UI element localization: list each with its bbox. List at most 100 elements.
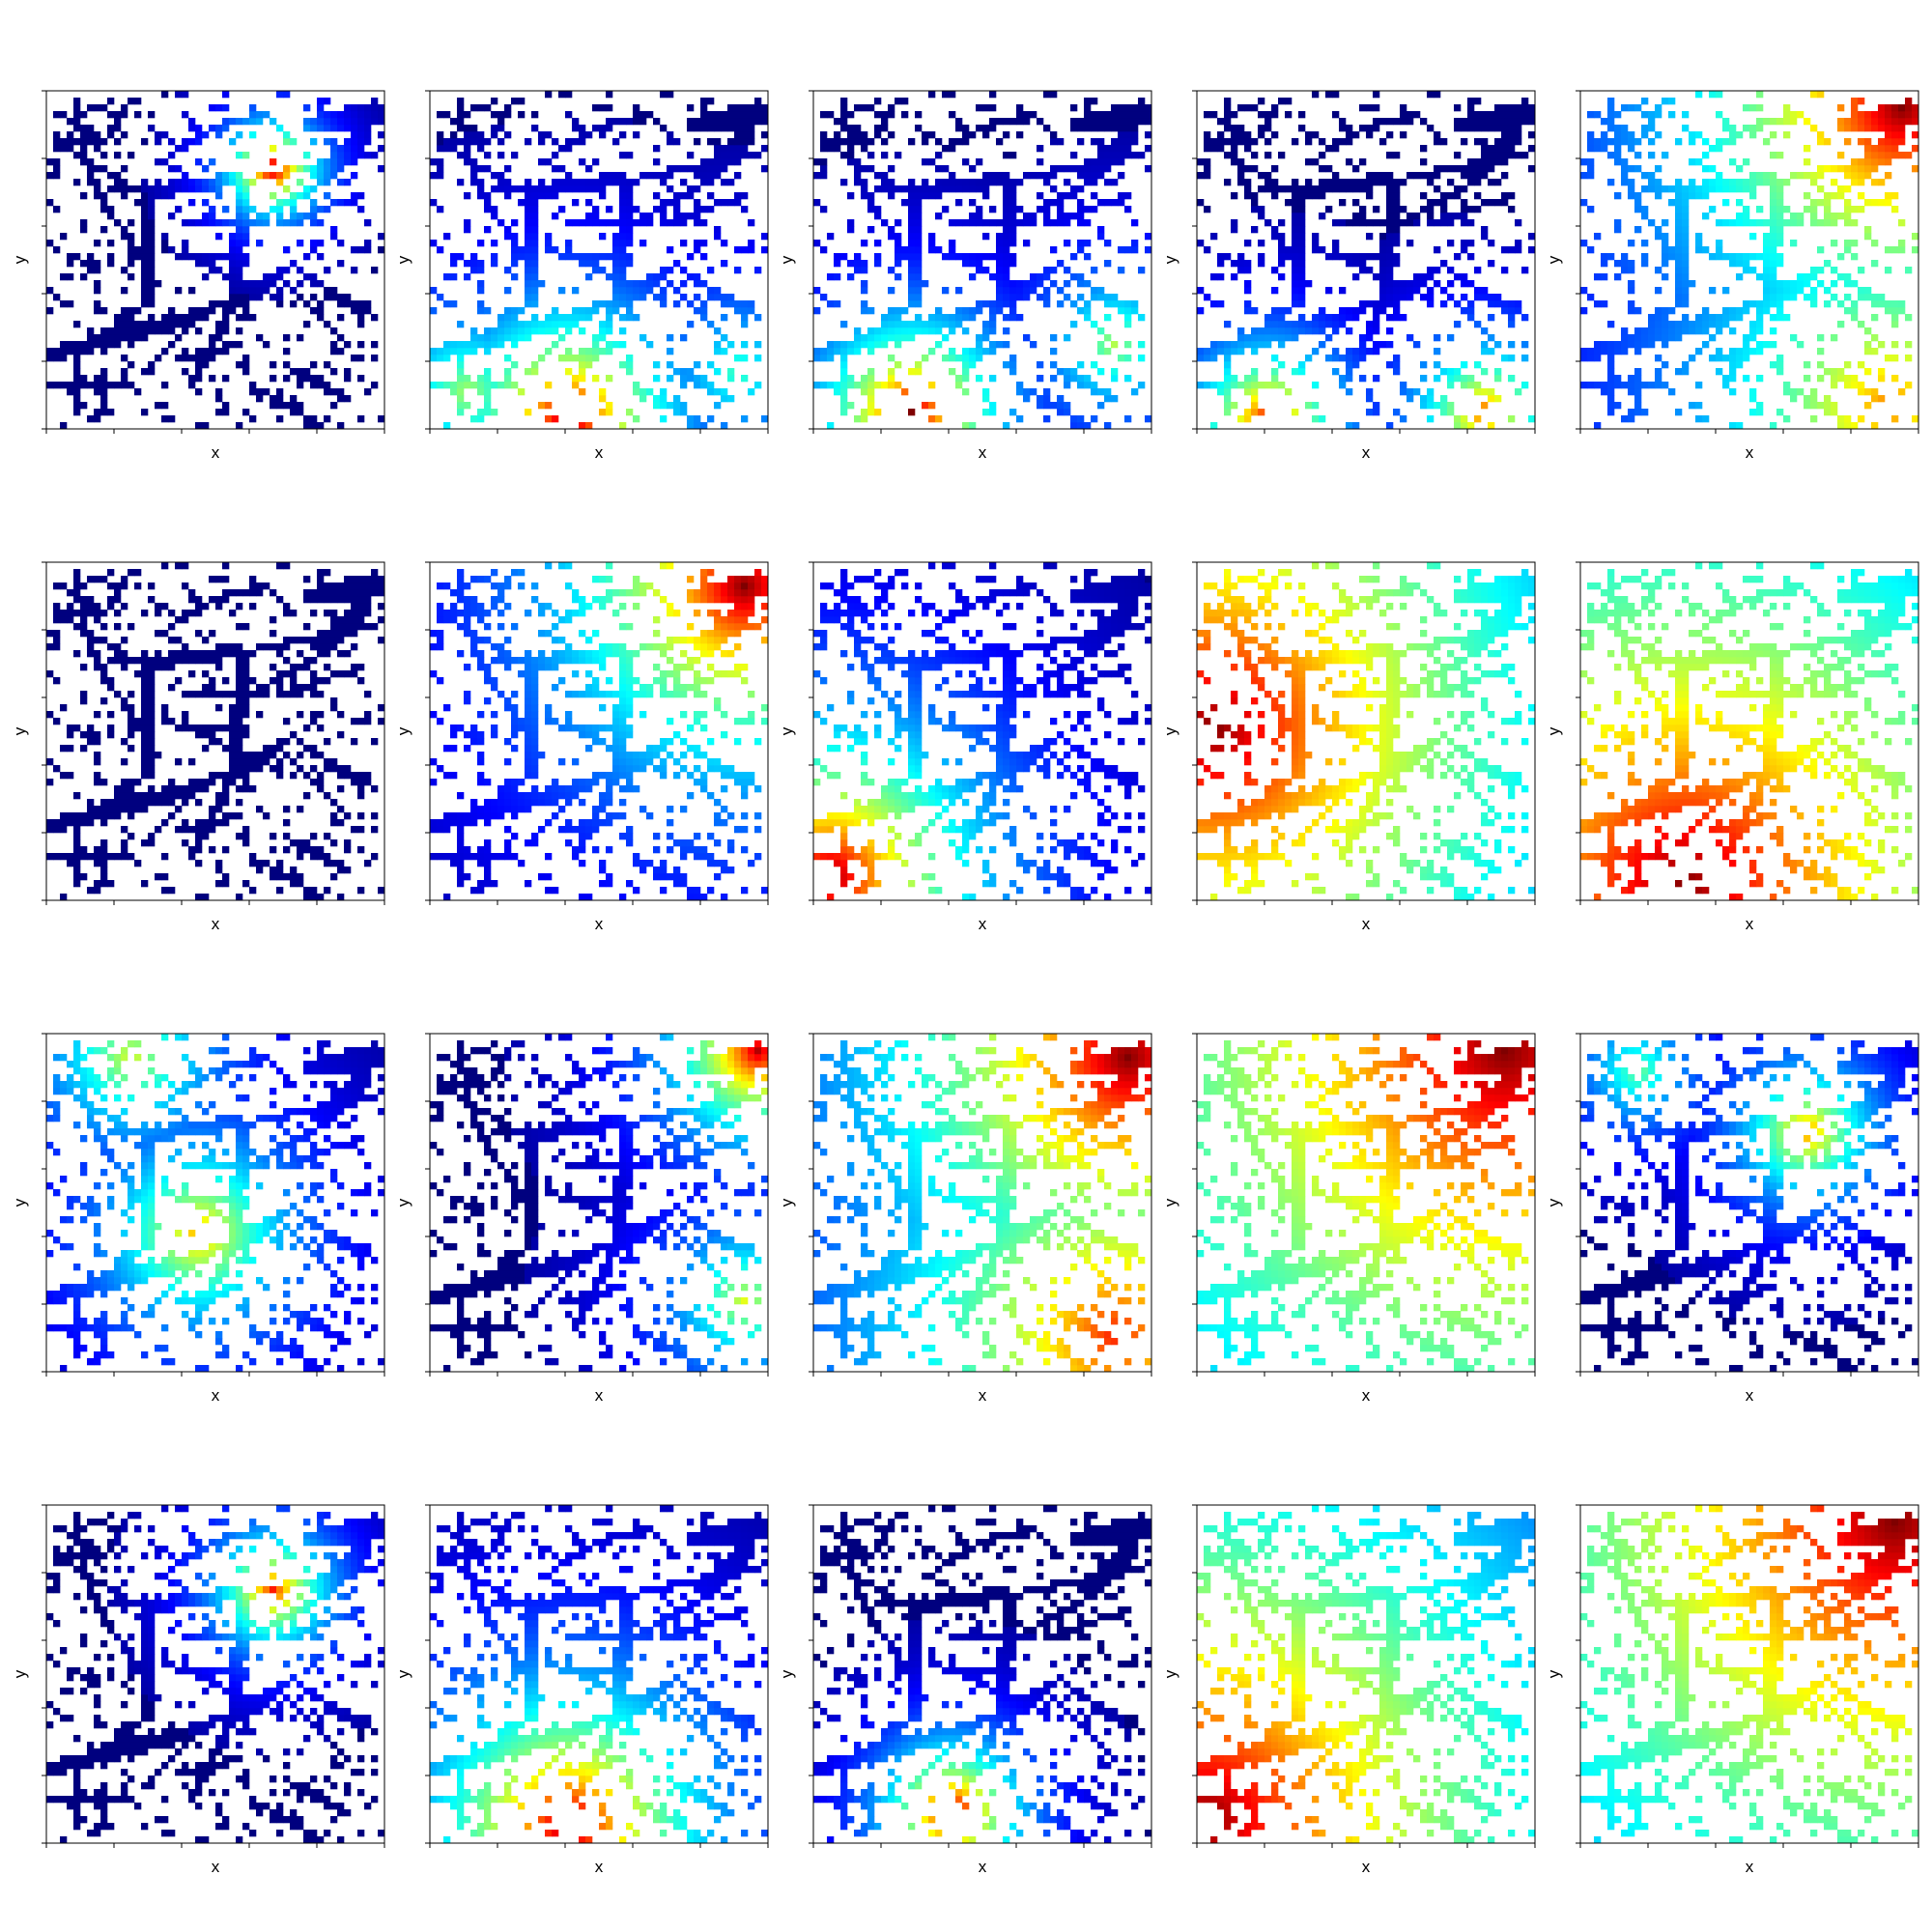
heatmap-cell — [1634, 104, 1642, 112]
plot-frame — [1196, 90, 1536, 430]
heatmap-cell — [1298, 273, 1306, 281]
heatmap-cell — [1379, 307, 1387, 315]
heatmap-cell — [236, 287, 243, 295]
heatmap-cell — [94, 341, 101, 349]
heatmap-cell — [1628, 382, 1635, 389]
heatmap-cell — [364, 152, 372, 159]
heatmap-cell — [504, 226, 512, 234]
heatmap-cell — [1319, 321, 1326, 328]
heatmap-cell — [202, 314, 210, 322]
heatmap-cell — [861, 192, 868, 200]
heatmap-cell — [1607, 321, 1615, 328]
heatmap-cell — [531, 267, 539, 274]
heatmap-cell — [1359, 104, 1367, 112]
heatmap-cell — [378, 165, 385, 173]
heatmap-cell — [330, 589, 338, 597]
heatmap-cell — [114, 650, 122, 658]
heatmap-cell — [1292, 138, 1299, 146]
heatmap-cell — [114, 314, 122, 322]
heatmap-cell — [1891, 415, 1899, 423]
heatmap-cell — [1776, 287, 1784, 295]
heatmap-cell — [1003, 287, 1010, 295]
heatmap-cell — [1817, 131, 1825, 139]
heatmap-cell — [114, 785, 122, 793]
heatmap-cell — [1231, 125, 1238, 132]
heatmap-cell — [148, 233, 156, 241]
heatmap-cell — [430, 348, 438, 355]
heatmap-cell — [1210, 422, 1218, 430]
heatmap-cell — [1325, 314, 1333, 322]
heatmap-cell — [209, 779, 216, 786]
heatmap-cell — [1023, 287, 1031, 295]
heatmap-cell — [148, 287, 156, 295]
heatmap-cell — [847, 125, 855, 132]
heatmap-cell — [707, 206, 715, 213]
heatmap-cell — [727, 138, 735, 146]
heatmap-cell — [1104, 179, 1112, 186]
heatmap-cell — [290, 260, 298, 268]
heatmap-cell — [491, 382, 498, 389]
heatmap-cell — [633, 314, 640, 322]
heatmap-cell — [1871, 294, 1879, 301]
heatmap-cell — [1420, 402, 1428, 410]
heatmap-cell — [46, 711, 54, 719]
heatmap-cell — [1763, 267, 1771, 274]
heatmap-cell — [229, 294, 237, 301]
heatmap-cell — [982, 125, 990, 132]
heatmap-cell — [1831, 382, 1838, 389]
heatmap-cell — [680, 334, 688, 342]
heatmap-cell — [330, 704, 338, 712]
heatmap-cell — [209, 219, 216, 227]
heatmap-cell — [141, 711, 149, 719]
heatmap-cell — [1891, 118, 1899, 126]
heatmap-cell — [168, 623, 176, 631]
heatmap-cell — [741, 314, 749, 322]
heatmap-cell — [242, 664, 250, 671]
heatmap-cell — [1885, 111, 1892, 119]
heatmap-cell — [707, 415, 715, 423]
heatmap-cell — [1628, 334, 1635, 342]
heatmap-cell — [484, 138, 492, 146]
heatmap-cell — [317, 206, 325, 213]
heatmap-cell — [1885, 145, 1892, 153]
heatmap-cell — [1366, 172, 1374, 180]
heatmap-cell — [100, 677, 108, 685]
heatmap-cell — [80, 219, 88, 227]
heatmap-cell — [1831, 165, 1838, 173]
heatmap-cell — [1844, 375, 1852, 383]
heatmap-cell — [324, 643, 331, 651]
heatmap-cell — [1770, 273, 1777, 281]
heatmap-cell — [1043, 219, 1051, 227]
heatmap-cell — [813, 240, 821, 247]
heatmap-cell — [73, 98, 81, 105]
heatmap-cell — [840, 152, 848, 159]
heatmap-cell — [297, 637, 304, 644]
heatmap-cell — [161, 792, 169, 800]
heatmap-cell — [1043, 199, 1051, 207]
heatmap-cell — [861, 138, 868, 146]
heatmap-cell — [942, 165, 950, 173]
heatmap-cell — [215, 185, 223, 193]
heatmap-cell — [1271, 327, 1279, 335]
heatmap-cell — [1097, 138, 1105, 146]
heatmap-cell — [276, 172, 284, 180]
heatmap-cell — [1851, 104, 1859, 112]
heatmap-cell — [1702, 138, 1710, 146]
heatmap-cell — [229, 772, 237, 780]
heatmap-cell — [303, 596, 311, 604]
heatmap-cell — [653, 273, 661, 281]
heatmap-cell — [942, 287, 950, 295]
heatmap-cell — [721, 199, 728, 207]
heatmap-cell — [1467, 206, 1475, 213]
heatmap-cell — [531, 185, 539, 193]
heatmap-cell — [195, 724, 203, 732]
heatmap-cell — [283, 138, 291, 146]
heatmap-cell — [840, 388, 848, 396]
heatmap-cell — [175, 334, 183, 342]
heatmap-cell — [491, 253, 498, 261]
heatmap-cell — [599, 267, 607, 274]
heatmap-cell — [1244, 179, 1252, 186]
heatmap-cell — [1594, 355, 1602, 362]
heatmap-cell — [1003, 199, 1010, 207]
heatmap-cell — [1858, 111, 1865, 119]
